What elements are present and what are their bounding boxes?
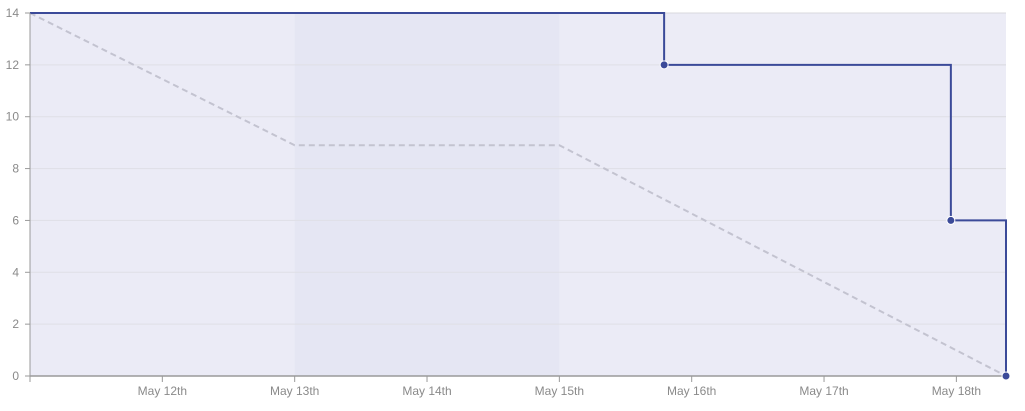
step-series-marker <box>659 60 669 70</box>
y-tick-label: 8 <box>12 162 19 176</box>
step-series-marker <box>946 215 956 225</box>
series-layer <box>29 12 1007 377</box>
step-series-line <box>30 12 1007 376</box>
non-working-band <box>294 13 560 376</box>
step-series-marker <box>1001 371 1011 381</box>
x-tick-label: May 16th <box>667 384 716 398</box>
plot-background-layer <box>30 13 1006 376</box>
y-tick-label: 6 <box>12 213 19 227</box>
x-tick-label: May 12th <box>138 384 187 398</box>
y-tick-label: 14 <box>6 6 20 20</box>
x-tick-label: May 17th <box>799 384 848 398</box>
y-tick-label: 0 <box>12 369 19 383</box>
x-tick-label: May 18th <box>932 384 981 398</box>
x-tick-label: May 14th <box>402 384 451 398</box>
axes-layer <box>25 12 1006 382</box>
markers-layer <box>659 60 1011 381</box>
y-tick-label: 4 <box>12 265 19 279</box>
x-tick-label: May 13th <box>270 384 319 398</box>
step-series-area <box>30 13 1006 376</box>
tick-labels-layer: 0 2 4 6 8 10 12 14 May 12th May 13th May 14th May 1… <box>6 6 981 398</box>
y-tick-label: 12 <box>6 58 20 72</box>
ideal-series-line <box>29 12 1007 377</box>
y-tick-label: 2 <box>12 317 19 331</box>
y-tick-label: 10 <box>6 110 20 124</box>
x-tick-label: May 15th <box>535 384 584 398</box>
